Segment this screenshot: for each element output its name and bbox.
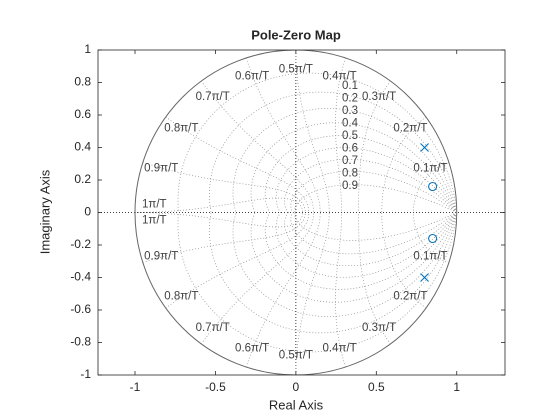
natural-frequency-curve [413, 161, 449, 213]
y-tick-label: 0 [84, 205, 91, 219]
damping-label: 0.1 [342, 80, 358, 92]
natural-frequency-label: 0.4π/T [323, 343, 357, 355]
natural-frequency-label: 0.6π/T [235, 71, 269, 83]
natural-frequency-curve [142, 161, 306, 213]
damping-curve [264, 212, 458, 290]
x-tick-label: -0.5 [205, 380, 226, 394]
y-tick-label: -0.2 [70, 237, 91, 251]
x-tick-label: 0.5 [368, 380, 385, 394]
x-axis-label: Real Axis [269, 397, 324, 412]
natural-frequency-label: 0.5π/T [279, 350, 313, 362]
damping-label: 0.7 [342, 155, 358, 167]
natural-frequency-curve [201, 80, 315, 213]
natural-frequency-label: 0.8π/T [164, 122, 198, 134]
natural-frequency-label: 0.5π/T [279, 64, 313, 76]
y-tick-label: 1 [84, 42, 91, 56]
natural-frequency-curve [295, 50, 330, 213]
y-tick-label: 0.2 [74, 172, 91, 186]
y-tick-label: 0.8 [74, 75, 91, 89]
zero-marker [428, 233, 438, 244]
plot-area [420, 143, 438, 282]
natural-frequency-curve [245, 212, 321, 368]
natural-frequency-curve [245, 57, 321, 213]
y-tick-label: 0.6 [74, 107, 91, 121]
natural-frequency-label: 0.2π/T [393, 291, 427, 303]
natural-frequency-label: 0.7π/T [196, 91, 230, 103]
damping-label: 0.2 [342, 93, 358, 105]
damping-curve [275, 147, 457, 213]
natural-frequency-curve [201, 212, 315, 345]
natural-frequency-label: 0.8π/T [164, 291, 198, 303]
natural-frequency-curve [413, 212, 449, 264]
y-tick-label: -1 [80, 367, 91, 381]
damping-label: 0.3 [342, 105, 358, 117]
damping-curve [294, 212, 457, 241]
pole-marker [420, 143, 429, 152]
damping-label: 0.8 [342, 168, 358, 180]
natural-frequency-curve [381, 212, 427, 309]
natural-frequency-curve [358, 212, 391, 345]
x-tick-label: -1 [130, 380, 141, 394]
damping-curve [294, 184, 457, 213]
grid [98, 50, 505, 375]
natural-frequency-label: 0.7π/T [196, 322, 230, 334]
damping-curve [290, 170, 457, 213]
pole-marker [420, 273, 429, 282]
natural-frequency-label: 1π/T [142, 199, 167, 211]
natural-frequency-curve [142, 212, 306, 264]
chart-title: Pole-Zero Map [251, 27, 341, 42]
natural-frequency-label: 0.4π/T [323, 71, 357, 83]
natural-frequency-label: 0.3π/T [362, 322, 396, 334]
natural-frequency-curve [335, 212, 346, 368]
x-tick-label: 1 [453, 380, 460, 394]
y-axis-label: Imaginary Axis [37, 169, 52, 254]
natural-frequency-curve [358, 80, 391, 213]
damping-curve [290, 212, 457, 255]
zero-marker [428, 181, 438, 192]
natural-frequency-label: 0.3π/T [362, 91, 396, 103]
natural-frequency-curve [295, 212, 330, 375]
natural-frequency-label: 0.1π/T [413, 251, 447, 263]
y-tick-label: -0.8 [70, 335, 91, 349]
natural-frequency-label: 1π/T [142, 215, 167, 227]
damping-label: 0.9 [342, 180, 358, 192]
y-tick-label: 0.4 [74, 140, 91, 154]
natural-frequency-curve [335, 57, 346, 213]
natural-frequency-label: 0.9π/T [144, 162, 178, 174]
natural-frequency-curve [381, 116, 427, 213]
y-tick-label: -0.6 [70, 302, 91, 316]
y-tick-label: -0.4 [70, 270, 91, 284]
x-tick-label: 0 [293, 380, 300, 394]
damping-label: 0.5 [342, 130, 358, 142]
damping-label: 0.4 [342, 118, 359, 130]
natural-frequency-label: 0.2π/T [393, 122, 427, 134]
natural-frequency-label: 0.9π/T [144, 251, 178, 263]
damping-curve [275, 212, 457, 278]
natural-frequency-label: 0.6π/T [235, 343, 269, 355]
damping-curve [264, 135, 458, 213]
natural-frequency-label: 0.1π/T [413, 162, 447, 174]
damping-label: 0.6 [342, 143, 358, 155]
